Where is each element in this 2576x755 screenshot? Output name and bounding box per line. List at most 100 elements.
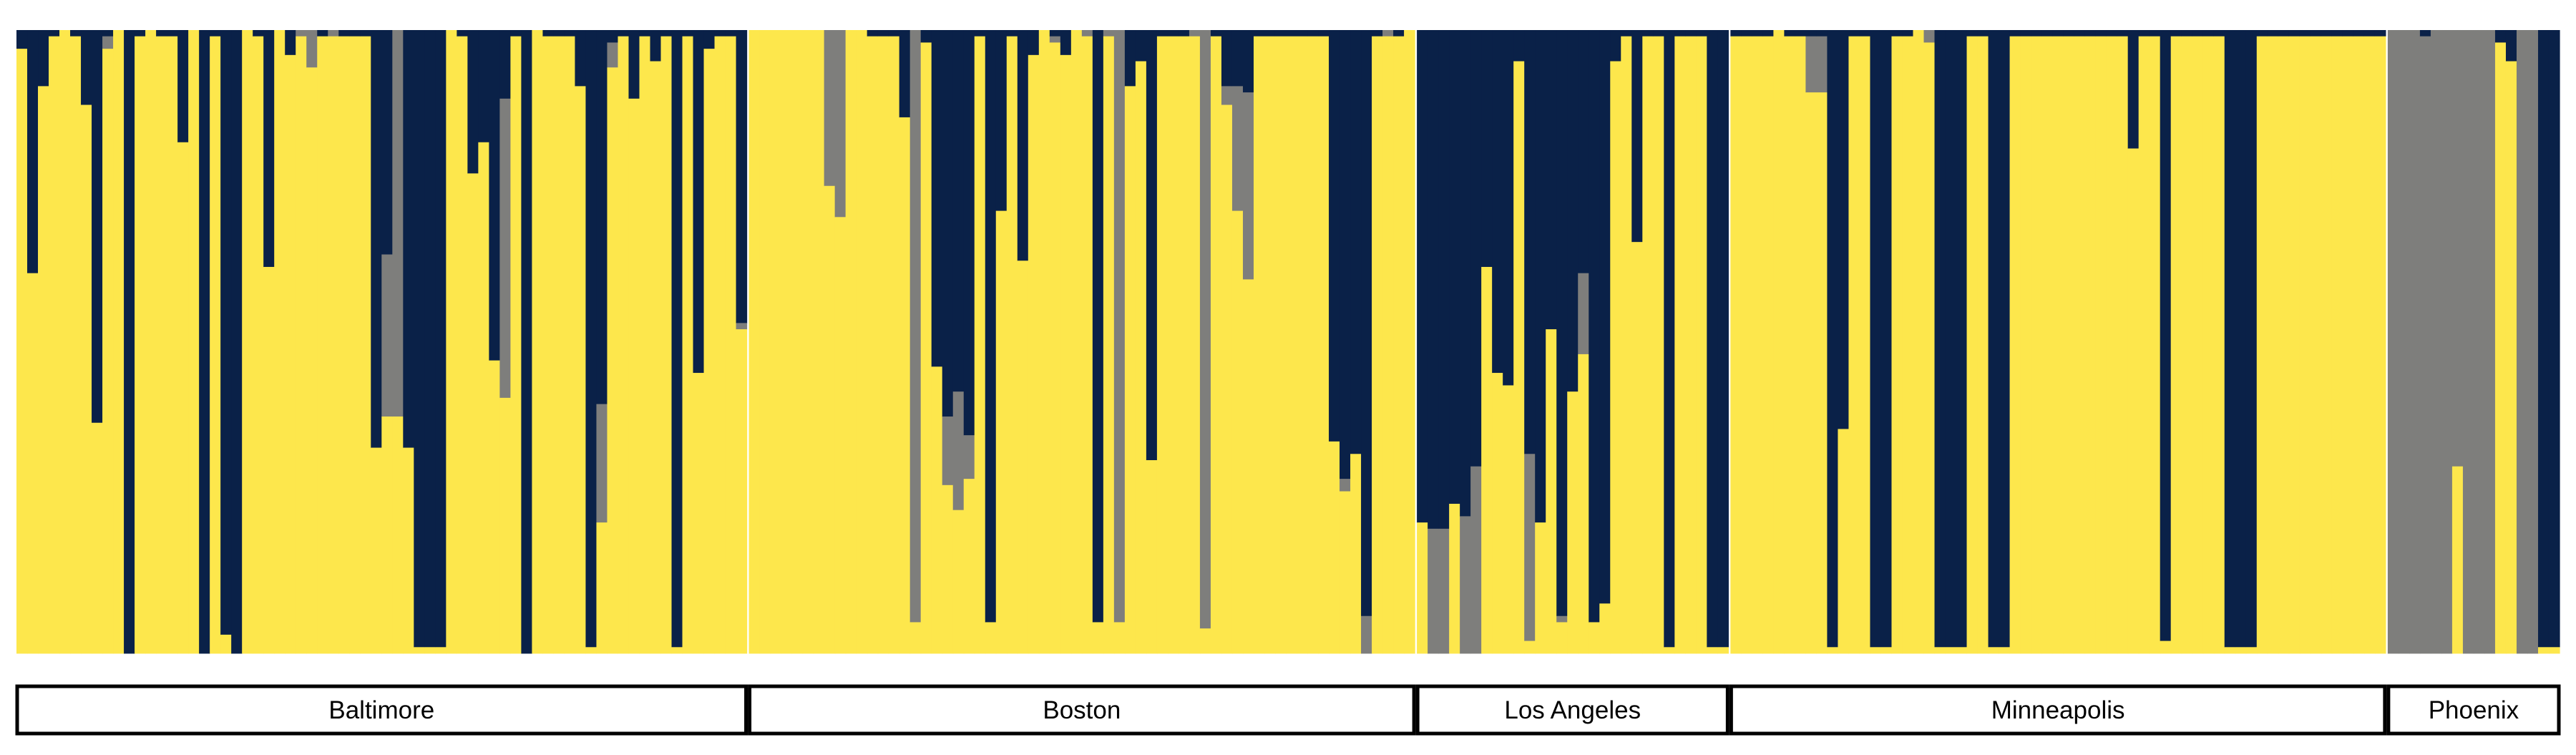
bar-segment-yellow	[867, 36, 879, 654]
bar-segment-yellow	[1773, 30, 1785, 654]
bar-segment-navy	[1977, 30, 1989, 37]
bar-segment-gray	[1340, 479, 1351, 492]
bar-segment-yellow	[1318, 36, 1330, 654]
bar-segment-navy	[167, 30, 178, 37]
bar-segment-yellow	[1178, 36, 1190, 654]
bar-segment-navy	[899, 30, 911, 118]
bar-segment-yellow	[671, 647, 683, 654]
bar-segment-navy	[1286, 30, 1297, 37]
bar-segment-yellow	[1859, 36, 1871, 654]
bar-segment-navy	[1178, 30, 1190, 37]
bar-segment-navy	[596, 30, 608, 404]
bar-segment-navy	[575, 30, 587, 87]
bar-segment-yellow	[1784, 36, 1795, 654]
bar-segment-yellow	[381, 417, 393, 654]
bar-segment-yellow	[1382, 36, 1394, 654]
bar-segment-navy	[381, 30, 393, 255]
bar-segment-yellow	[328, 36, 339, 654]
bar-segment-yellow	[424, 647, 436, 654]
bar-segment-navy	[338, 30, 350, 37]
bar-segment-yellow	[1503, 385, 1514, 654]
bar-segment-yellow	[2310, 36, 2322, 654]
bar-segment-yellow	[1642, 36, 1654, 654]
bar-segment-yellow	[2342, 36, 2354, 654]
bar-segment-yellow	[2505, 61, 2517, 654]
bar-segment-navy	[867, 30, 879, 37]
bar-segment-yellow	[1492, 373, 1503, 654]
bar-segment-navy	[2160, 30, 2172, 641]
bar-segment-yellow	[1546, 329, 1557, 654]
bar-segment-yellow	[1752, 36, 1763, 654]
bar-segment-yellow	[1038, 30, 1050, 654]
bar-segment-yellow	[618, 36, 630, 654]
bar-segment-navy	[1685, 30, 1697, 37]
bar-segment-gray	[607, 42, 619, 68]
bar-segment-yellow	[2149, 36, 2161, 654]
bar-segment-navy	[618, 30, 630, 37]
bar-segment-gray	[392, 30, 404, 417]
bar-segment-navy	[1361, 30, 1372, 617]
bar-segment-yellow	[2374, 36, 2386, 654]
bar-segment-yellow	[2127, 148, 2140, 654]
group-label-box	[1729, 684, 2387, 736]
bar-segment-yellow	[2451, 466, 2464, 654]
bar-segment-navy	[81, 30, 92, 105]
bar-segment-navy	[1642, 30, 1654, 37]
bar-segment-yellow	[942, 484, 954, 654]
bar-segment-yellow	[1795, 36, 1807, 654]
bar-segment-navy	[1274, 30, 1287, 37]
bar-segment-navy	[2299, 30, 2311, 37]
bar-segment-navy	[877, 30, 889, 37]
bar-segment-yellow	[177, 142, 189, 654]
bar-segment-navy	[317, 30, 328, 37]
bar-segment-yellow	[791, 30, 804, 654]
bar-segment-yellow	[1264, 36, 1276, 654]
bar-segment-yellow	[489, 360, 500, 654]
bar-segment-yellow	[81, 104, 92, 654]
bar-segment-yellow	[70, 36, 82, 654]
bar-segment-navy	[349, 30, 361, 37]
bar-segment-yellow	[974, 36, 986, 654]
bar-segment-navy	[1017, 30, 1029, 261]
bar-segment-navy	[1524, 30, 1536, 454]
bar-segment-navy	[2181, 30, 2193, 37]
bar-segment-navy	[2342, 30, 2354, 37]
bar-segment-gray	[1816, 36, 1828, 93]
bar-segment-yellow	[2009, 36, 2021, 654]
bar-segment-navy	[177, 30, 189, 143]
bar-segment-navy	[1805, 30, 1818, 37]
bar-segment-yellow	[1028, 54, 1040, 654]
bar-segment-navy	[1934, 30, 1946, 648]
bar-segment-navy	[963, 30, 975, 436]
bar-segment-navy	[1784, 30, 1795, 37]
bar-segment-navy	[985, 30, 997, 623]
bar-segment-yellow	[1838, 429, 1850, 654]
bar-segment-navy	[1049, 30, 1061, 37]
bar-segment-navy	[2310, 30, 2322, 37]
bar-segment-navy	[1417, 30, 1428, 523]
bar-segment-gray	[2451, 30, 2464, 467]
bar-segment-navy	[2235, 30, 2247, 648]
bar-segment-navy	[1870, 30, 1882, 648]
bar-segment-navy	[92, 30, 103, 424]
bar-segment-gray	[1231, 86, 1244, 211]
bar-segment-navy	[639, 30, 651, 37]
bar-segment-navy	[2245, 30, 2258, 648]
bar-segment-navy	[888, 30, 900, 37]
bar-segment-navy	[952, 30, 965, 392]
bar-segment-navy	[542, 30, 555, 37]
bar-segment-navy	[1393, 30, 1405, 37]
bar-segment-yellow	[285, 54, 296, 654]
bar-segment-gray	[1113, 30, 1126, 623]
bar-segment-gray	[2516, 30, 2528, 654]
bar-segment-yellow	[167, 36, 178, 654]
bar-segment-navy	[1242, 30, 1254, 93]
bar-segment-yellow	[781, 30, 793, 654]
bar-segment-navy	[1167, 30, 1179, 37]
bar-segment-yellow	[985, 622, 997, 654]
bar-segment-gray	[824, 30, 836, 187]
bar-segment-navy	[1599, 30, 1611, 604]
bar-segment-yellow	[49, 36, 60, 654]
